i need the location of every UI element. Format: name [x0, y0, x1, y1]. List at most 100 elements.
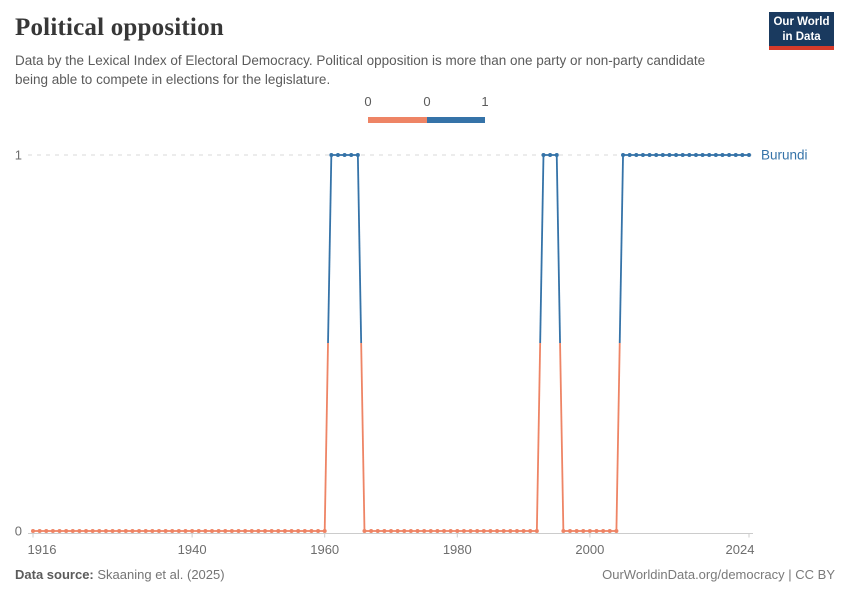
data-point[interactable] — [508, 529, 513, 533]
data-point[interactable] — [614, 529, 619, 533]
data-point[interactable] — [461, 529, 466, 533]
data-point[interactable] — [263, 529, 268, 533]
data-point[interactable] — [249, 529, 254, 533]
data-point[interactable] — [488, 529, 493, 533]
entity-label-burundi[interactable]: Burundi — [761, 148, 808, 163]
data-point[interactable] — [501, 529, 506, 533]
data-point[interactable] — [316, 529, 321, 533]
data-point[interactable] — [296, 529, 301, 533]
data-point[interactable] — [322, 529, 327, 533]
data-point[interactable] — [256, 529, 261, 533]
data-point[interactable] — [554, 153, 559, 157]
data-point[interactable] — [495, 529, 500, 533]
data-point[interactable] — [335, 153, 340, 157]
line-chart[interactable]: 1916 1940 1960 1980 2000 2024 0 1 Burundi — [0, 130, 850, 570]
data-point[interactable] — [601, 529, 606, 533]
data-point[interactable] — [541, 153, 546, 157]
data-point[interactable] — [236, 529, 241, 533]
data-point[interactable] — [37, 529, 42, 533]
data-point[interactable] — [621, 153, 626, 157]
data-point[interactable] — [713, 153, 718, 157]
data-point[interactable] — [634, 153, 639, 157]
data-point[interactable] — [210, 529, 214, 533]
data-point[interactable] — [594, 529, 599, 533]
data-point[interactable] — [110, 529, 115, 533]
data-point[interactable] — [223, 529, 228, 533]
data-point[interactable] — [667, 153, 672, 157]
data-point[interactable] — [422, 529, 427, 533]
data-point[interactable] — [269, 529, 274, 533]
data-point[interactable] — [97, 529, 102, 533]
data-point[interactable] — [568, 529, 572, 533]
data-point[interactable] — [123, 529, 128, 533]
data-point[interactable] — [574, 529, 579, 533]
data-point[interactable] — [50, 529, 55, 533]
data-point[interactable] — [90, 529, 95, 533]
data-point[interactable] — [408, 529, 413, 533]
data-point[interactable] — [196, 529, 201, 533]
data-point[interactable] — [514, 529, 519, 533]
owid-logo[interactable]: Our World in Data — [769, 12, 834, 50]
data-point[interactable] — [117, 529, 122, 533]
data-point[interactable] — [70, 529, 75, 533]
data-point[interactable] — [548, 153, 553, 157]
data-point[interactable] — [64, 529, 69, 533]
data-point[interactable] — [156, 529, 161, 533]
data-point[interactable] — [747, 153, 751, 157]
data-point[interactable] — [693, 153, 698, 157]
data-point[interactable] — [389, 529, 393, 533]
data-point[interactable] — [528, 529, 533, 533]
data-point[interactable] — [627, 153, 632, 157]
data-point[interactable] — [733, 153, 738, 157]
data-point[interactable] — [170, 529, 175, 533]
data-point[interactable] — [243, 529, 248, 533]
data-point[interactable] — [581, 529, 586, 533]
data-point[interactable] — [720, 153, 725, 157]
legend-segment-value-0[interactable] — [368, 117, 427, 123]
data-point[interactable] — [481, 529, 486, 533]
data-point[interactable] — [680, 153, 685, 157]
data-point[interactable] — [84, 529, 89, 533]
data-point[interactable] — [276, 529, 281, 533]
data-point[interactable] — [475, 529, 480, 533]
data-point[interactable] — [740, 153, 745, 157]
data-point[interactable] — [143, 529, 148, 533]
data-point[interactable] — [455, 529, 460, 533]
data-point[interactable] — [415, 529, 420, 533]
data-point[interactable] — [369, 529, 374, 533]
data-point[interactable] — [640, 153, 645, 157]
data-point[interactable] — [302, 529, 307, 533]
data-point[interactable] — [700, 153, 705, 157]
data-point[interactable] — [468, 529, 473, 533]
data-point[interactable] — [103, 529, 108, 533]
data-point[interactable] — [647, 153, 652, 157]
data-point[interactable] — [654, 153, 659, 157]
data-point[interactable] — [382, 529, 387, 533]
data-point[interactable] — [607, 529, 612, 533]
data-point[interactable] — [587, 529, 592, 533]
data-point[interactable] — [190, 529, 195, 533]
data-point[interactable] — [130, 529, 135, 533]
data-point[interactable] — [395, 529, 400, 533]
data-point[interactable] — [362, 529, 367, 533]
data-point[interactable] — [534, 529, 539, 533]
data-point[interactable] — [375, 529, 380, 533]
data-point[interactable] — [660, 153, 665, 157]
data-point[interactable] — [428, 529, 433, 533]
data-point[interactable] — [355, 153, 360, 157]
data-point[interactable] — [203, 529, 208, 533]
data-point[interactable] — [435, 529, 440, 533]
data-point[interactable] — [727, 153, 732, 157]
data-point[interactable] — [31, 529, 35, 533]
data-point[interactable] — [137, 529, 142, 533]
data-point[interactable] — [229, 529, 234, 533]
data-point[interactable] — [521, 529, 526, 533]
data-point[interactable] — [57, 529, 62, 533]
data-point[interactable] — [289, 529, 294, 533]
data-point[interactable] — [329, 153, 334, 157]
data-point[interactable] — [707, 153, 712, 157]
data-point[interactable] — [442, 529, 447, 533]
data-point[interactable] — [349, 153, 354, 157]
data-point[interactable] — [561, 529, 566, 533]
data-point[interactable] — [150, 529, 155, 533]
